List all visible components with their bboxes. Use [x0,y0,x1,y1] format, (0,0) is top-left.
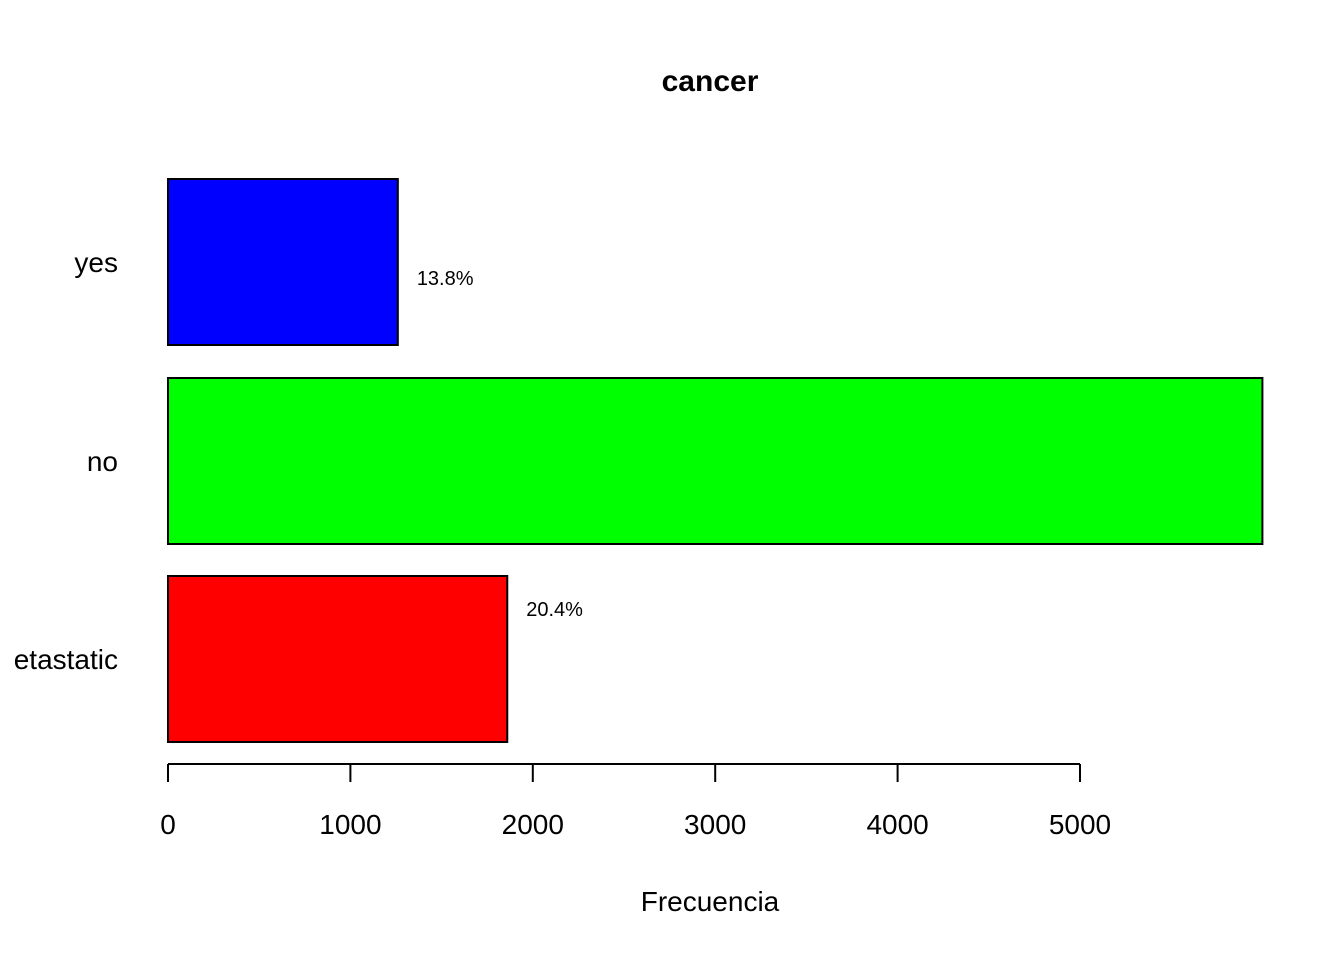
data-label-yes: 13.8% [417,268,474,290]
bar-yes [167,178,399,346]
x-tick-label-0: 0 [160,809,176,840]
category-label-yes: yes [74,247,118,278]
x-tick-label-1000: 1000 [319,809,381,840]
category-labels: yes no etastatic [14,247,118,675]
data-label-metastatic: 20.4% [526,599,583,621]
x-tick-label-5000: 5000 [1049,809,1111,840]
x-axis-title: Frecuencia [641,886,780,917]
category-label-no: no [87,446,118,477]
bar-metastatic [167,575,509,743]
category-label-metastatic: etastatic [14,644,118,675]
x-tick-label-4000: 4000 [866,809,928,840]
chart-title: cancer [662,65,759,98]
data-labels: 13.8% 20.4% [417,268,583,621]
x-tick-label-3000: 3000 [684,809,746,840]
x-tick-label-2000: 2000 [502,809,564,840]
bar-no [167,377,1264,545]
bars-group [167,178,1264,743]
x-axis: 0 1000 2000 3000 4000 5000 [160,763,1111,840]
